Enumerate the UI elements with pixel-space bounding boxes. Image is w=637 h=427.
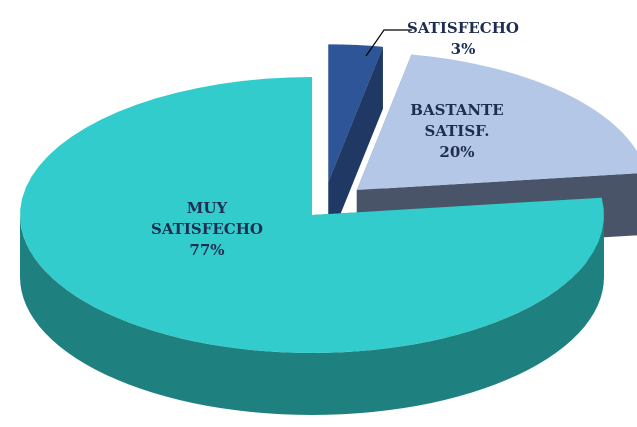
slice-side bbox=[20, 215, 604, 415]
slice-label: MUY SATISFECHO 77% bbox=[142, 198, 272, 261]
category-label: SATISFECHO bbox=[407, 19, 519, 37]
slice-wall bbox=[328, 46, 383, 245]
slice-label: SATISFECHO 3% bbox=[388, 18, 538, 60]
category-label: MUY SATISFECHO bbox=[151, 199, 263, 238]
pie-slice bbox=[328, 44, 383, 183]
value-label: 3% bbox=[450, 40, 476, 58]
value-label: 77% bbox=[189, 241, 225, 259]
value-label: 20% bbox=[439, 143, 475, 161]
category-label: BASTANTE SATISF. bbox=[410, 101, 504, 140]
leader-line bbox=[365, 29, 412, 57]
pie-slice bbox=[20, 77, 604, 353]
pie-slice bbox=[356, 54, 637, 191]
slice-label: BASTANTE SATISF. 20% bbox=[402, 100, 512, 163]
